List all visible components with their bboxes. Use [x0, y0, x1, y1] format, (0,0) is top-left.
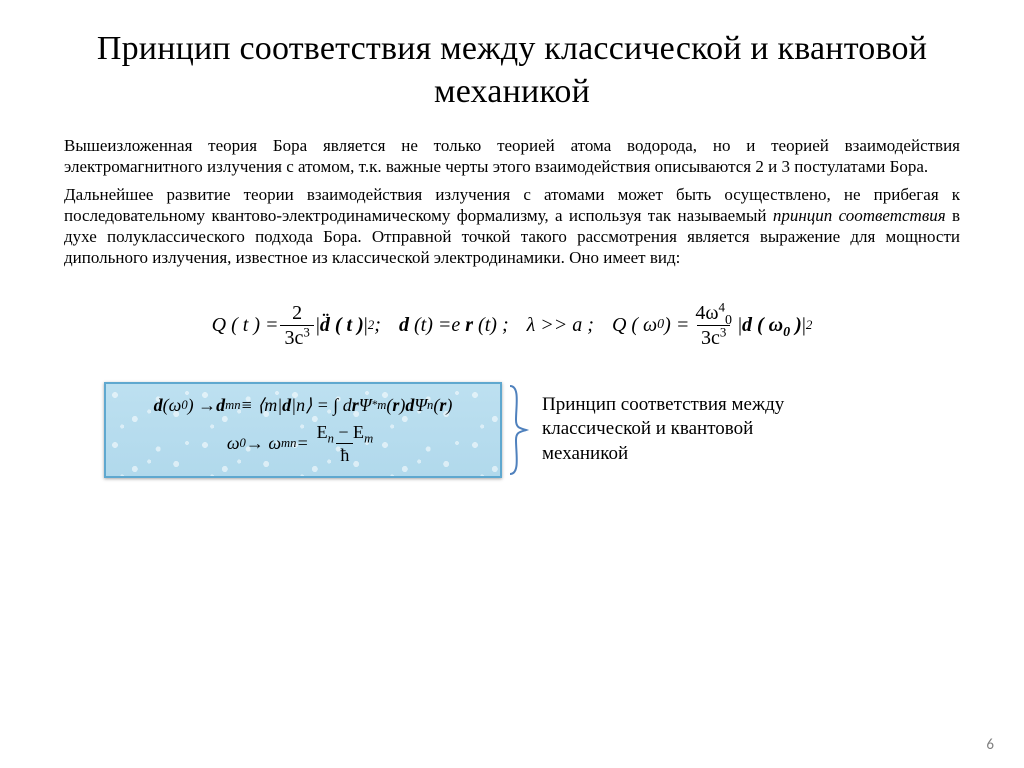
eq1-abs-inner: d̈ ( t ): [320, 314, 364, 336]
eq1-den-base: 3c: [284, 327, 303, 349]
equation-1: Q ( t ) = 2 3c3 d̈ ( t ) 2;: [212, 303, 381, 348]
eq1-den-sup: 3: [303, 324, 310, 339]
eq4-abs-base: d ( ω: [742, 314, 783, 336]
equation-4: Q ( ω0 ) = 4ω40 3c3 d ( ω0 )2: [612, 303, 812, 348]
eq4-abs-tail: ): [790, 314, 802, 336]
paragraph-2-emphasis: принцип соответствия: [773, 206, 946, 225]
eq1-num: 2: [288, 303, 306, 325]
page-number: 6: [986, 736, 994, 754]
page-title: Принцип соответствия между классической …: [64, 28, 960, 113]
eq4-lhs-tail: ) =: [664, 314, 689, 337]
eq4-lhs: Q ( ω: [612, 314, 657, 337]
paragraph-1: Вышеизложенная теория Бора является не т…: [64, 135, 960, 178]
eq4-num-base: 4ω: [695, 302, 718, 324]
eq4-den-base: 3c: [701, 327, 720, 349]
highlight-equation-2: ω0 → ωmn = En − Em ħ: [227, 423, 379, 464]
paragraph-2: Дальнейшее развитие теории взаимодействи…: [64, 184, 960, 269]
eq1-abs: d̈ ( t ): [316, 314, 368, 337]
eq4-abs-inner: d ( ω0 ): [742, 314, 802, 336]
eq4-fraction: 4ω40 3c3: [691, 303, 736, 348]
brace-icon: [506, 382, 530, 478]
equation-row: Q ( t ) = 2 3c3 d̈ ( t ) 2; d ( t ) = e r…: [64, 303, 960, 348]
highlight-row: d(ω0) → dmn ≡ ⟨m|d|n⟩ = ∫ dr Ψ*m(r) d Ψn…: [64, 382, 960, 478]
equation-3: λ >> a ;: [527, 314, 594, 337]
highlight-box: d(ω0) → dmn ≡ ⟨m|d|n⟩ = ∫ dr Ψ*m(r) d Ψn…: [104, 382, 502, 478]
eq4-abs: d ( ω0 ): [738, 314, 806, 337]
eq1-fraction: 2 3c3: [280, 303, 313, 348]
highlight-equation-1: d(ω0) → dmn ≡ ⟨m|d|n⟩ = ∫ dr Ψ*m(r) d Ψn…: [154, 394, 453, 417]
eq4-num: 4ω40: [691, 303, 736, 325]
highlight-caption: Принцип соответствия между классической …: [542, 393, 842, 467]
eq4-den: 3c3: [697, 325, 730, 348]
eq1-lhs: Q ( t ) =: [212, 314, 279, 337]
eq1-tail: ;: [374, 314, 381, 337]
eq4-den-sup: 3: [720, 324, 727, 339]
eq1-den: 3c3: [280, 325, 313, 348]
equation-2: d ( t ) = e r ( t ) ;: [399, 314, 509, 337]
